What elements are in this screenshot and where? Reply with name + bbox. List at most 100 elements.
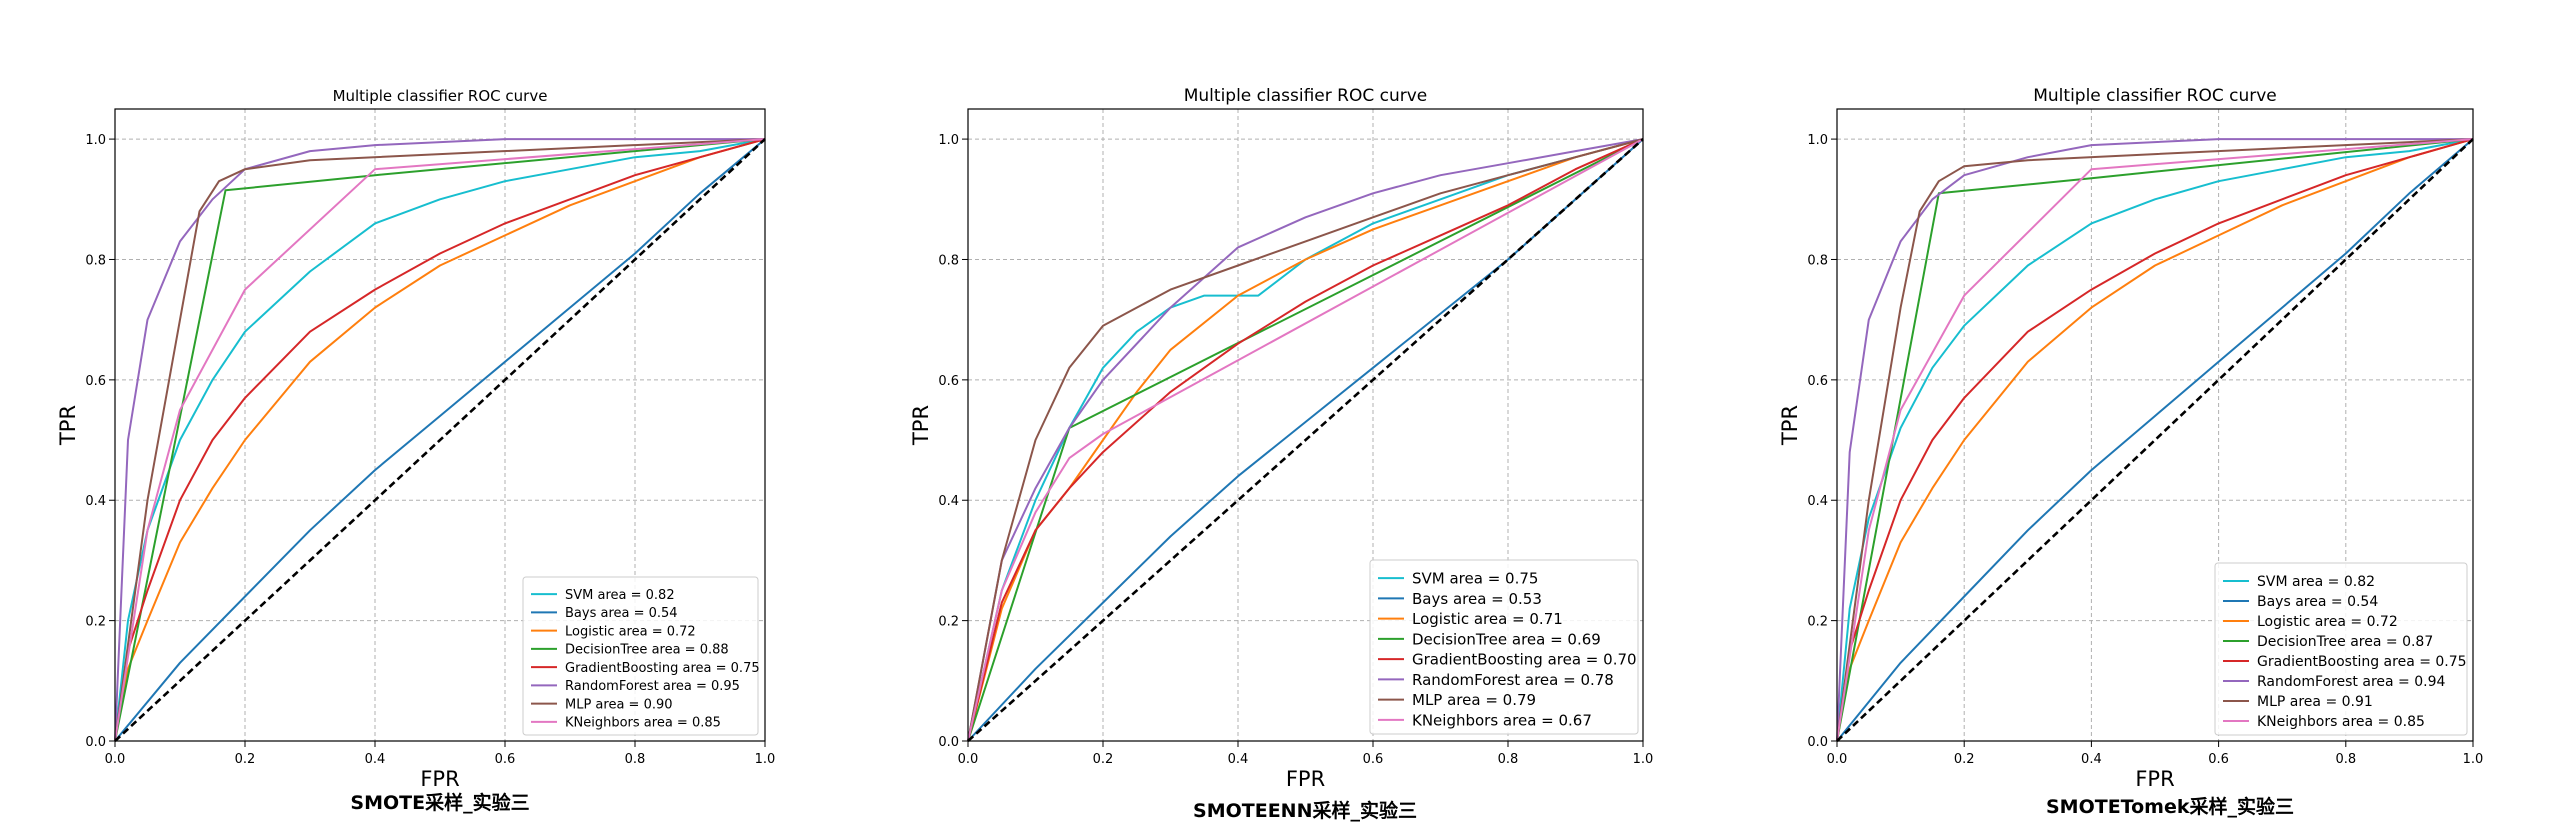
y-tick-label: 1.0 (1807, 133, 1828, 148)
legend-entry: RandomForest area = 0.94 (2257, 674, 2445, 690)
x-tick-label: 0.8 (625, 752, 646, 767)
legend-entry: GradientBoosting area = 0.75 (565, 661, 760, 676)
y-tick-label: 1.0 (85, 133, 106, 148)
legend-entry: KNeighbors area = 0.85 (565, 716, 721, 731)
x-axis-label: FPR (1286, 767, 1325, 791)
legend-entry: GradientBoosting area = 0.70 (1412, 651, 1637, 669)
y-tick-label: 0.4 (85, 494, 106, 509)
chart-title: Multiple classifier ROC curve (333, 87, 548, 105)
series-line-4 (114, 138, 766, 742)
legend-entry: Bays area = 0.54 (565, 606, 678, 621)
legend-entry: GradientBoosting area = 0.75 (2257, 654, 2467, 670)
chart-title: Multiple classifier ROC curve (2033, 86, 2277, 106)
x-tick-label: 0.6 (2208, 752, 2229, 767)
y-tick-label: 0.6 (938, 374, 959, 389)
roc-chart-smoteenn: 0.0 0.2 0.4 0.6 0.8 1.0 0.0 0.2 0.4 0.6 0.8 1.0 Mult… (909, 86, 1654, 791)
series-line-7 (1836, 138, 2474, 742)
legend-entry: Logistic area = 0.71 (1412, 610, 1563, 628)
y-tick-label: 1.0 (938, 133, 959, 148)
caption-smotetomek: SMOTETomek采样_实验三 (2046, 796, 2294, 818)
x-tick-label: 0.4 (365, 752, 386, 767)
legend-entry: KNeighbors area = 0.85 (2257, 714, 2425, 730)
roc-chart-smote: 0.0 0.2 0.4 0.6 0.8 1.0 0.0 0.2 0.4 0.6 0.8 1.0 Mult… (56, 87, 776, 791)
legend-entry: SVM area = 0.82 (565, 588, 675, 603)
y-tick-label: 0.4 (1807, 494, 1828, 509)
x-tick-label: 0.6 (1363, 752, 1384, 767)
legend-entry: DecisionTree area = 0.88 (565, 643, 729, 658)
legend-entry: RandomForest area = 0.95 (565, 679, 740, 694)
legend-entry: MLP area = 0.91 (2257, 694, 2373, 710)
y-tick-label: 0.0 (938, 735, 959, 750)
x-tick-label: 1.0 (755, 752, 776, 767)
chance-diagonal-line (114, 138, 766, 742)
y-tick-label: 0.8 (938, 253, 959, 268)
x-tick-label: 0.0 (105, 752, 126, 767)
legend-entry: Logistic area = 0.72 (2257, 614, 2398, 630)
series-line-5 (1836, 138, 2473, 742)
caption-smoteenn: SMOTEENN采样_实验三 (1193, 800, 1417, 822)
legend-entry: SVM area = 0.75 (1412, 570, 1538, 588)
y-tick-label: 0.8 (85, 253, 106, 268)
legend-entry: DecisionTree area = 0.69 (1412, 630, 1601, 648)
x-tick-label: 0.8 (2335, 752, 2356, 767)
x-tick-label: 0.8 (1498, 752, 1519, 767)
y-tick-label: 0.6 (1807, 374, 1828, 389)
series-line-6 (967, 138, 1644, 742)
y-tick-label: 0.2 (85, 615, 106, 630)
legend-entry: DecisionTree area = 0.87 (2257, 634, 2433, 650)
legend-box (1369, 559, 1639, 735)
plot-frame (114, 108, 766, 742)
x-axis-label: FPR (420, 767, 459, 791)
series-line-0 (967, 138, 1644, 742)
x-tick-label: 0.2 (1093, 752, 1114, 767)
chart-title: Multiple classifier ROC curve (1184, 86, 1428, 106)
x-axis-label: FPR (2135, 767, 2174, 791)
series-line-6 (1836, 138, 2474, 742)
series-line-1 (114, 138, 766, 742)
series-line-2 (114, 138, 766, 742)
y-tick-label: 0.6 (85, 374, 106, 389)
x-tick-label: 1.0 (2463, 752, 2484, 767)
y-tick-label: 0.8 (1807, 253, 1828, 268)
legend-box (2214, 562, 2468, 736)
legend-entry: KNeighbors area = 0.67 (1412, 711, 1592, 729)
legend-entry: SVM area = 0.82 (2257, 574, 2375, 590)
x-tick-label: 0.2 (1954, 752, 1975, 767)
y-axis-label: TPR (909, 405, 933, 446)
series-line-0 (114, 138, 766, 742)
x-tick-label: 0.4 (1228, 752, 1249, 767)
x-tick-label: 0.0 (958, 752, 979, 767)
series-line-7 (114, 138, 766, 742)
chance-diagonal-line (1836, 138, 2474, 742)
legend-entry: Bays area = 0.54 (2257, 594, 2378, 610)
y-axis-label: TPR (1778, 405, 1802, 446)
series-line-0 (1836, 138, 2474, 742)
series-line-6 (114, 138, 766, 742)
y-tick-label: 0.2 (938, 615, 959, 630)
legend-box (522, 576, 759, 736)
x-tick-label: 0.0 (1827, 752, 1848, 767)
x-tick-label: 0.4 (2081, 752, 2102, 767)
legend-entry: Bays area = 0.53 (1412, 590, 1542, 608)
series-line-7 (967, 138, 1644, 742)
series-line-1 (1836, 138, 2474, 742)
series-line-3 (1836, 138, 2474, 742)
chance-diagonal-line (967, 138, 1644, 742)
y-tick-label: 0.4 (938, 494, 959, 509)
legend-entry: Logistic area = 0.72 (565, 624, 696, 639)
series-line-2 (1836, 138, 2474, 742)
x-tick-label: 0.6 (495, 752, 516, 767)
legend-entry: MLP area = 0.79 (1412, 691, 1536, 709)
series-line-5 (967, 138, 1644, 742)
legend-entry: MLP area = 0.90 (565, 697, 673, 712)
plot-frame (967, 108, 1644, 742)
x-tick-label: 1.0 (1633, 752, 1654, 767)
y-axis-label: TPR (56, 405, 80, 446)
series-line-3 (114, 138, 766, 742)
series-line-4 (1836, 138, 2474, 742)
plot-frame (1836, 108, 2474, 742)
y-tick-label: 0.0 (1807, 735, 1828, 750)
legend-entry: RandomForest area = 0.78 (1412, 671, 1614, 689)
y-tick-label: 0.0 (85, 735, 106, 750)
